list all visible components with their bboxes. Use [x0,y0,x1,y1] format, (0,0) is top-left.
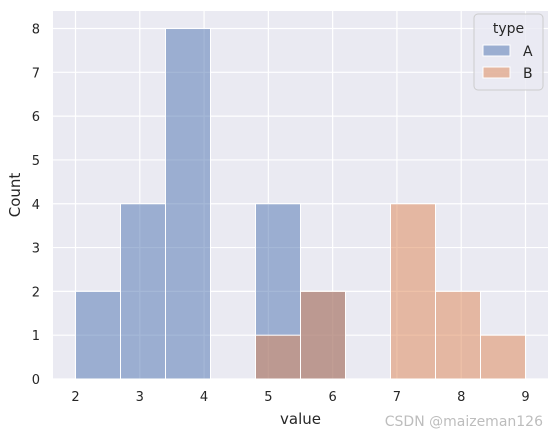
x-tick-labels: 2 3 4 5 6 7 8 9 [71,390,529,405]
y-tick-label: 1 [32,329,40,344]
legend-swatch [482,66,511,79]
legend-title: type [493,21,524,37]
y-tick-label: 5 [32,154,40,169]
legend-swatch [482,44,511,57]
x-tick-label: 4 [200,390,208,405]
x-tick-label: 2 [71,390,79,405]
bar-b [300,290,346,380]
x-tick-label: 6 [329,390,337,405]
y-tick-label: 0 [32,373,40,388]
y-tick-label: 4 [32,198,40,213]
x-tick-label: 7 [393,390,401,405]
y-tick-label: 8 [32,23,40,38]
legend: type AB [473,13,544,91]
y-tick-label: 3 [32,242,40,257]
bar-a [165,28,211,380]
x-axis-label: value [280,410,321,428]
y-tick-label: 2 [32,285,40,300]
x-tick-label: 9 [521,390,529,405]
x-tick-label: 3 [136,390,144,405]
legend-label: B [523,66,533,82]
bars [75,28,526,380]
bar-b [255,334,301,380]
watermark: CSDN @maizeman126 [384,414,543,430]
y-tick-labels: 0 1 2 3 4 5 6 7 8 [32,23,40,388]
bar-a [120,203,166,380]
y-tick-label: 6 [32,110,40,125]
x-tick-label: 8 [457,390,465,405]
bar-a [75,290,121,380]
bar-b [435,290,481,380]
bar-b [390,203,436,380]
legend-label: A [523,44,533,60]
bar-b [480,334,526,380]
y-axis-label: Count [6,173,24,218]
y-tick-label: 7 [32,66,40,81]
x-tick-label: 5 [264,390,272,405]
